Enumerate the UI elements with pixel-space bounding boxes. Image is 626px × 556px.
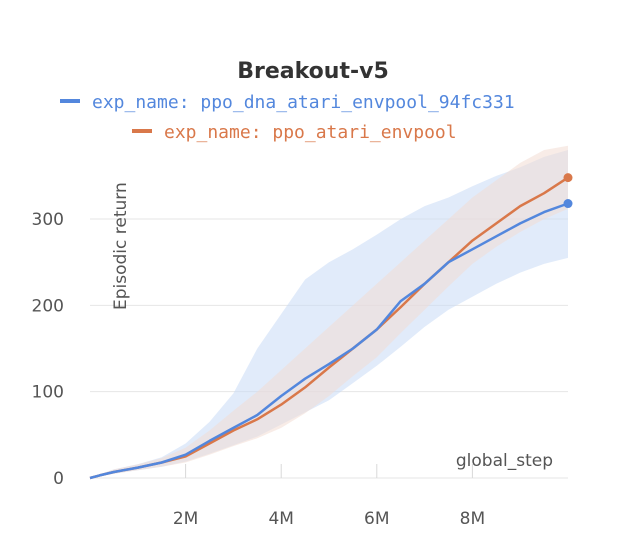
y-tick-label: 200 bbox=[32, 296, 64, 316]
x-axis-label: global_step bbox=[456, 451, 553, 471]
confidence-bands bbox=[90, 145, 568, 478]
y-axis-ticks: 0 100 200 300 bbox=[32, 210, 64, 489]
end-point-series-1 bbox=[563, 199, 573, 209]
line-series-1 bbox=[89, 202, 569, 480]
legend-label-series-2: exp_name: ppo_atari_envpool bbox=[164, 122, 457, 143]
y-tick-label: 0 bbox=[53, 469, 64, 489]
y-tick-label: 100 bbox=[32, 383, 64, 403]
chart-title: Breakout-v5 bbox=[237, 59, 389, 84]
band-series-2 bbox=[90, 145, 568, 478]
x-tick-label: 2M bbox=[173, 509, 198, 529]
y-tick-label: 300 bbox=[32, 210, 64, 230]
y-axis-label: Episodic return bbox=[111, 182, 131, 310]
legend: exp_name: ppo_dna_atari_envpool_94fc331 … bbox=[60, 92, 515, 143]
series-end-points bbox=[563, 173, 573, 209]
end-point-series-2 bbox=[563, 173, 573, 183]
x-tick-label: 6M bbox=[364, 509, 389, 529]
x-tick-label: 4M bbox=[268, 509, 293, 529]
x-tick-label: 8M bbox=[460, 509, 485, 529]
series-lines bbox=[89, 176, 569, 480]
x-axis-ticks: 2M 4M 6M 8M bbox=[173, 464, 485, 529]
legend-label-series-1: exp_name: ppo_dna_atari_envpool_94fc331 bbox=[92, 92, 515, 113]
